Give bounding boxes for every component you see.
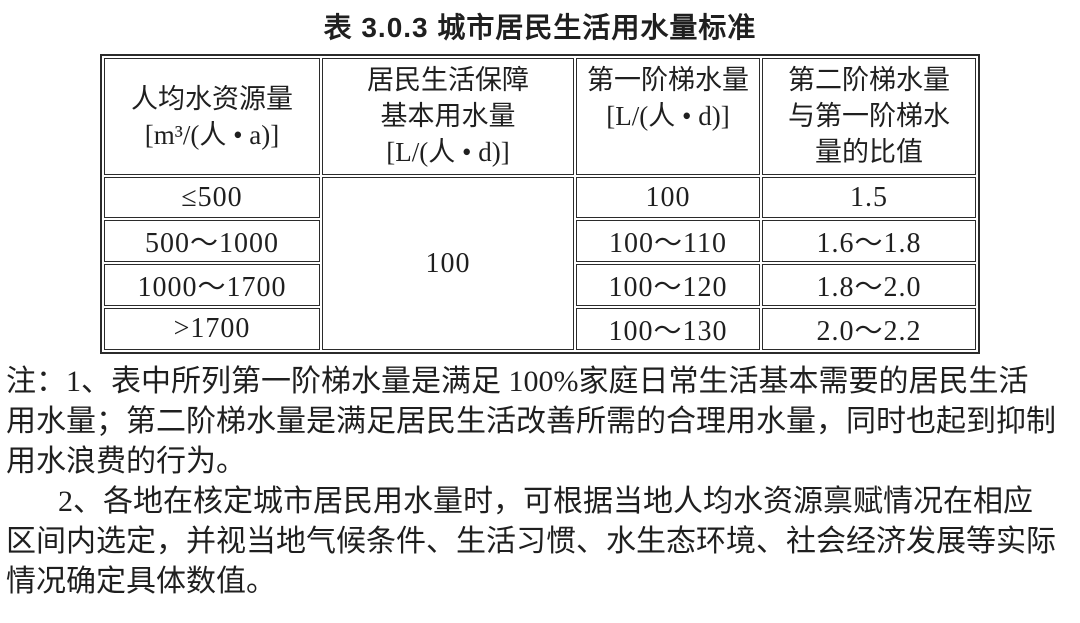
table-row: >1700 100～130 2.0～2.2 [104,308,976,350]
note-line: 2、各地在核定城市居民用水量时，可根据当地人均水资源禀赋情况在相应 [58,485,1033,518]
header-unit: [L/(人 • d)] [386,137,510,167]
header-unit: [m³/(人 • a)] [144,119,280,150]
table-notes: 注：1、表中所列第一阶梯水量是满足 100%家庭日常生活基本需要的居民生活 用水… [6,362,1076,602]
header-per-capita-water-resources: 人均水资源量 [m³/(人 • a)] [104,58,320,175]
header-line: 人均水资源量 [131,83,293,114]
cell-first-tier: 100～120 [576,264,760,306]
header-row: 人均水资源量 [m³/(人 • a)] 居民生活保障 基本用水量 [L/(人 •… [104,58,976,175]
cell-basic-usage-merged: 100 [322,177,574,350]
table-title: 表 3.0.3 城市居民生活用水量标准 [323,12,757,43]
cell-resource-range: 500～1000 [104,220,320,262]
document-page: 表 3.0.3 城市居民生活用水量标准 人均水资源量 [m³/(人 • a)] … [0,10,1080,623]
header-second-tier-ratio: 第二阶梯水量 与第一阶梯水 量的比值 [762,58,976,175]
cell-first-tier: 100 [576,177,760,218]
cell-ratio: 1.6～1.8 [762,220,976,262]
header-line: 与第一阶梯水 [788,101,950,131]
note-line: 用水浪费的行为。 [6,445,246,478]
water-consumption-standard-table: 人均水资源量 [m³/(人 • a)] 居民生活保障 基本用水量 [L/(人 •… [100,54,980,354]
cell-resource-range: >1700 [104,308,320,350]
header-line: 居民生活保障 [367,65,529,95]
table-row: 500～1000 100～110 1.6～1.8 [104,220,976,262]
cell-ratio: 1.5 [762,177,976,218]
cell-resource-range: ≤500 [104,177,320,218]
table-row: 1000～1700 100～120 1.8～2.0 [104,264,976,306]
cell-ratio: 2.0～2.2 [762,308,976,350]
note-line: 用水量；第二阶梯水量是满足居民生活改善所需的合理用水量，同时也起到抑制 [6,405,1056,438]
cell-ratio: 1.8～2.0 [762,264,976,306]
table-row: ≤500 100 100 1.5 [104,177,976,350]
note-line: 区间内选定，并视当地气候条件、生活习惯、水生态环境、社会经济发展等实际 [6,525,1056,558]
cell-resource-range: 1000～1700 [104,264,320,306]
note-line: 注：1、表中所列第一阶梯水量是满足 100%家庭日常生活基本需要的居民生活 [6,365,1029,398]
header-first-tier-usage: 第一阶梯水量 [L/(人 • d)] [576,58,760,175]
header-line: 基本用水量 [380,101,516,131]
header-basic-guarantee-usage: 居民生活保障 基本用水量 [L/(人 • d)] [322,58,574,175]
header-line: 第二阶梯水量 [788,65,950,95]
cell-first-tier: 100～130 [576,308,760,350]
header-line: 第一阶梯水量 [587,65,749,95]
note-line: 情况确定具体数值。 [6,565,276,598]
header-line: 量的比值 [815,137,923,167]
header-unit: [L/(人 • d)] [606,101,730,131]
cell-first-tier: 100～110 [576,220,760,262]
